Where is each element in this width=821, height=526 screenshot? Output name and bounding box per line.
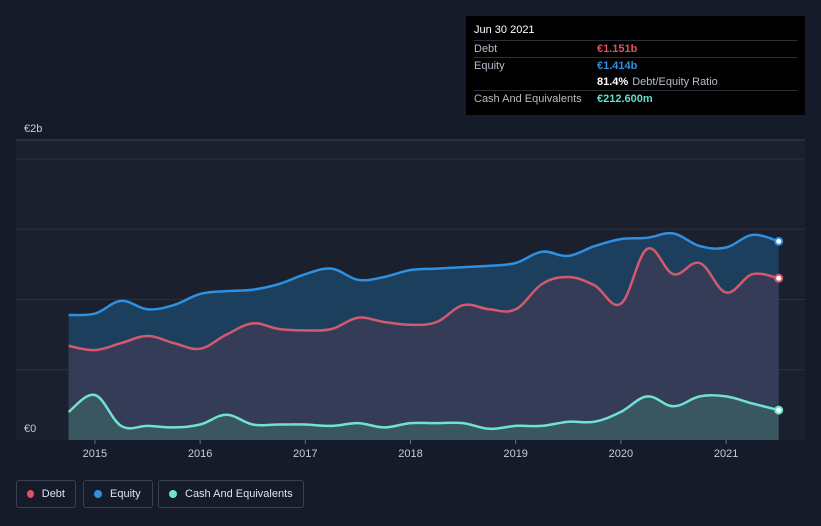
equity-dot-icon	[94, 490, 102, 498]
x-tick-label-2018: 2018	[398, 448, 422, 460]
legend-item-equity[interactable]: Equity	[83, 480, 153, 508]
legend-item-cash[interactable]: Cash And Equivalents	[158, 480, 304, 508]
x-tick-label-2019: 2019	[503, 448, 527, 460]
y-axis: €0 €2b	[24, 123, 42, 435]
cash-area	[68, 394, 779, 440]
cash-dot-icon	[169, 490, 177, 498]
tooltip-row-equity: Equity €1.414b	[474, 57, 797, 74]
y-tick-label-1: €2b	[24, 123, 42, 135]
tooltip-ratio-value: 81.4%	[597, 76, 629, 88]
legend-cash-label: Cash And Equivalents	[185, 488, 293, 500]
x-tick-label-2016: 2016	[188, 448, 212, 460]
data-tooltip: Jun 30 2021 Debt €1.151b Equity €1.414b …	[466, 16, 805, 115]
tooltip-debt-label: Debt	[474, 43, 498, 55]
legend-item-debt[interactable]: Debt	[16, 480, 76, 508]
tooltip-ratio-caption: Debt/Equity Ratio	[632, 76, 718, 88]
tooltip-row-ratio: 81.4% Debt/Equity Ratio	[474, 74, 797, 90]
tooltip-cash-value: €212.600m	[597, 93, 653, 105]
cash-line	[67, 393, 780, 431]
debt-line	[68, 247, 779, 352]
tooltip-cash-label: Cash And Equivalents	[474, 93, 582, 105]
cash-endpoint-marker	[774, 405, 784, 415]
legend-equity-label: Equity	[110, 488, 141, 500]
x-tick-label-2015: 2015	[83, 448, 107, 460]
equity-line	[68, 231, 780, 317]
x-tick-label-2021: 2021	[714, 448, 738, 460]
tooltip-date: Jun 30 2021	[474, 24, 535, 36]
tooltip-debt-value: €1.151b	[597, 43, 638, 55]
equity-endpoint-marker	[774, 236, 784, 246]
tooltip-row-cash: Cash And Equivalents €212.600m	[474, 90, 797, 107]
debt-area	[68, 248, 779, 440]
debt-endpoint-marker	[774, 273, 784, 283]
x-tick-label-2017: 2017	[293, 448, 317, 460]
debt-dot-icon	[27, 490, 34, 498]
tooltip-row-debt: Debt €1.151b	[474, 40, 797, 57]
x-tick-label-2020: 2020	[609, 448, 633, 460]
tooltip-ratio-label	[474, 74, 597, 90]
x-axis: 2015 2016 2017 2018 2019 2020 2021	[83, 440, 738, 460]
y-tick-label-0: €0	[24, 423, 36, 435]
series-layer	[67, 231, 784, 440]
legend-debt-label: Debt	[41, 488, 65, 500]
tooltip-equity-value: €1.414b	[597, 60, 638, 72]
tooltip-equity-label: Equity	[474, 60, 505, 72]
